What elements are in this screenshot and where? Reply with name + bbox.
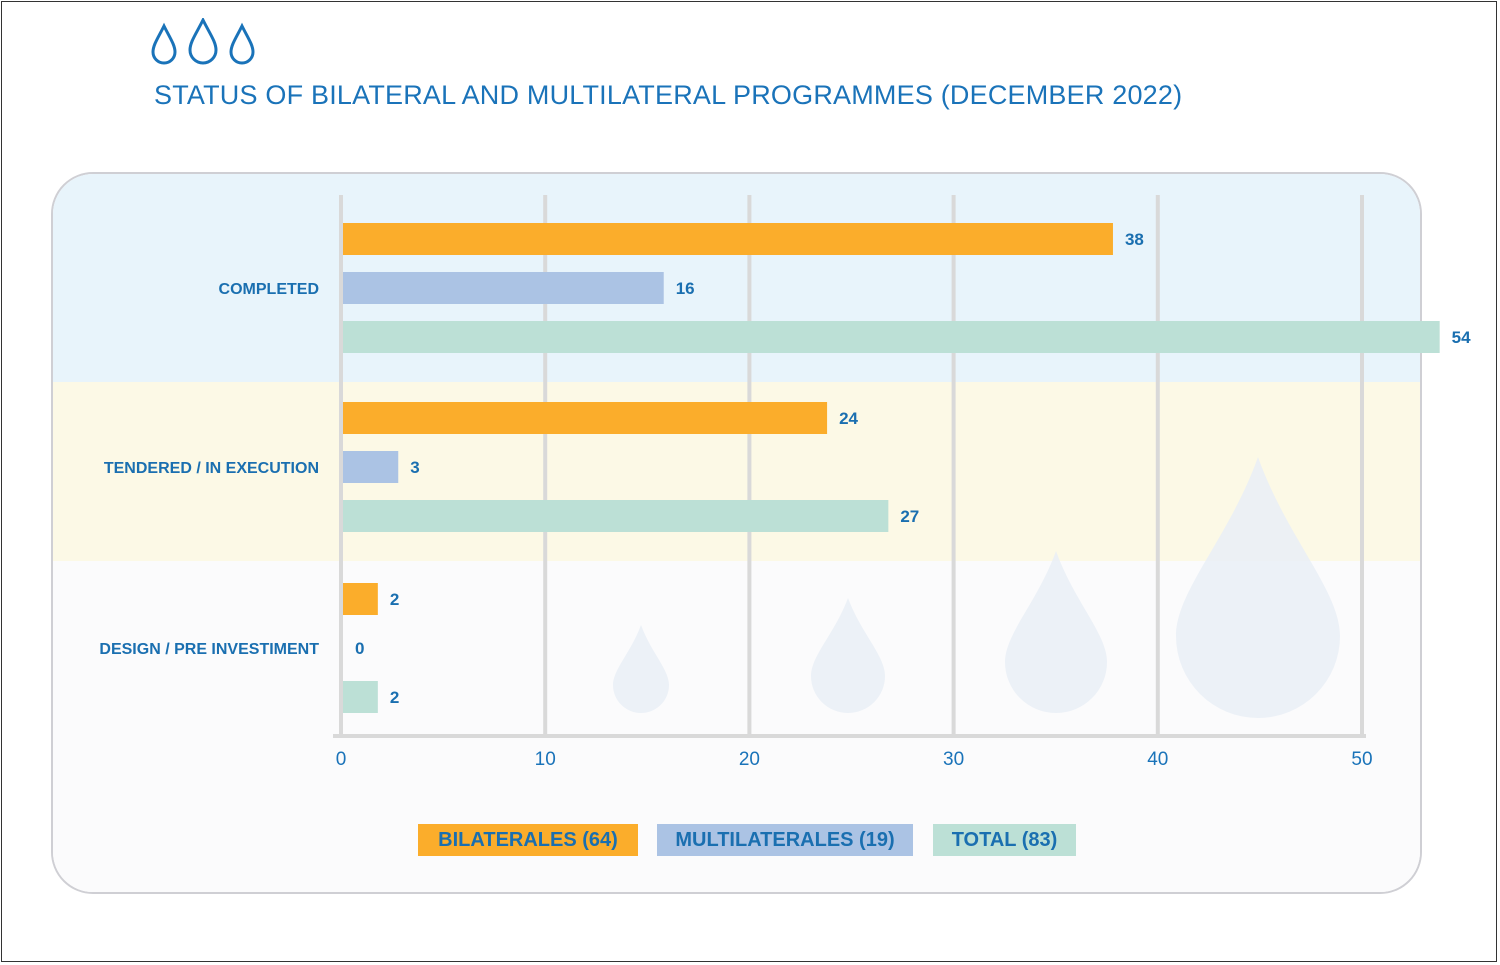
- background-drop-1: [613, 625, 669, 713]
- value-label-2-2: 3: [410, 458, 419, 477]
- value-label-2-3: 27: [900, 507, 919, 526]
- x-tick-label-30: 30: [943, 749, 964, 770]
- background-drops: [613, 457, 1340, 718]
- value-label-2-1: 24: [839, 409, 858, 428]
- bar-1-1: [343, 223, 1113, 255]
- value-label-3-2: 0: [355, 639, 364, 658]
- x-tick-label-50: 50: [1351, 749, 1372, 770]
- chart-title: STATUS OF BILATERAL AND MULTILATERAL PRO…: [154, 80, 1183, 110]
- value-label-1-1: 38: [1125, 230, 1144, 249]
- x-tick-label-40: 40: [1147, 749, 1168, 770]
- x-tick-label-10: 10: [535, 749, 556, 770]
- legend-multilaterales: MULTILATERALES (19): [657, 824, 913, 856]
- x-tick-label-20: 20: [739, 749, 760, 770]
- bar-3-1: [343, 583, 378, 615]
- bars: 38 16 54 24 3 27 2 0 2: [343, 223, 1471, 713]
- category-label-3: DESIGN / PRE INVESTIMENT: [99, 641, 319, 658]
- bar-2-1: [343, 402, 828, 434]
- x-axis-ticks: 0 10 20 30 40 50: [336, 749, 1373, 770]
- category-label-1: COMPLETED: [219, 281, 319, 298]
- value-label-1-2: 16: [676, 279, 695, 298]
- legend-total: TOTAL (83): [933, 824, 1076, 856]
- background-drop-3: [1005, 551, 1107, 713]
- bar-3-3: [343, 681, 378, 713]
- background-drop-4: [1176, 457, 1340, 718]
- value-label-1-3: 54: [1452, 328, 1471, 347]
- legend-bilaterales: BILATERALES (64): [418, 824, 638, 856]
- bar-1-2: [343, 272, 664, 304]
- background-drop-2: [811, 598, 885, 713]
- bar-2-2: [343, 451, 399, 483]
- bar-2-3: [343, 500, 889, 532]
- value-label-3-1: 2: [390, 590, 399, 609]
- x-tick-label-0: 0: [336, 749, 347, 770]
- water-drops-icon: [151, 18, 255, 65]
- legend: BILATERALES (64) MULTILATERALES (19) TOT…: [0, 824, 1500, 856]
- bar-1-3: [343, 321, 1440, 353]
- category-labels: COMPLETED TENDERED / IN EXECUTION DESIGN /…: [99, 281, 319, 658]
- value-label-3-3: 2: [390, 688, 399, 707]
- category-label-2: TENDERED / IN EXECUTION: [104, 460, 319, 477]
